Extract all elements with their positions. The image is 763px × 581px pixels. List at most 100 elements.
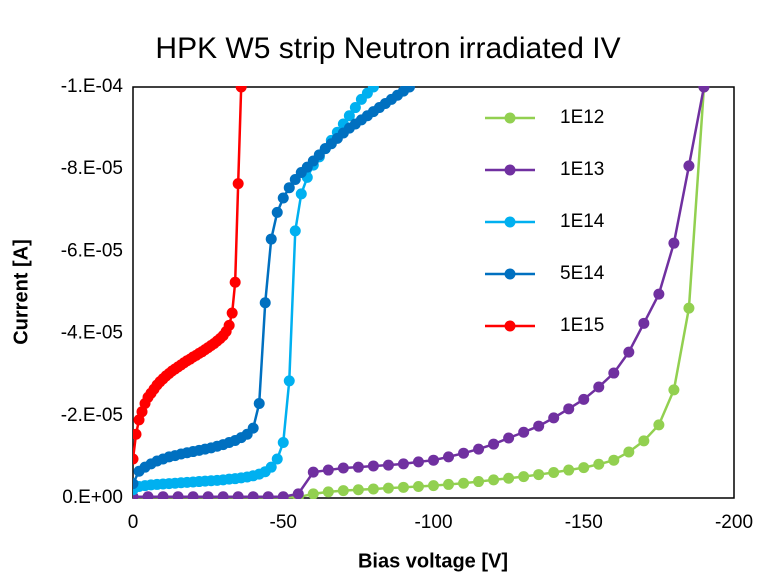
legend-marker [504,216,516,228]
data-point [503,472,515,484]
legend-marker [504,164,516,176]
data-point [283,375,295,387]
data-point [428,454,439,466]
data-point [473,443,485,455]
plot-frame [132,86,735,499]
data-point [307,488,319,499]
legend-marker [504,268,516,280]
data-point [202,491,214,499]
data-point [217,491,229,499]
data-point [548,412,560,424]
data-point [157,491,169,499]
data-point [133,453,139,465]
data-point [397,458,409,470]
data-point [698,86,710,93]
data-point [271,206,283,218]
data-point [443,451,455,463]
x-tick-label: -200 [715,512,753,533]
data-point [295,188,307,200]
data-point [593,381,605,393]
data-point [349,102,361,114]
data-point [623,446,635,458]
data-point [277,437,289,449]
data-point [458,477,470,489]
legend-marker [504,112,516,124]
data-point [403,86,415,93]
data-point [458,447,470,459]
data-point [638,317,650,329]
y-axis-label: Current [A] [10,239,32,345]
data-point [503,432,515,444]
data-point [683,160,695,172]
data-point [638,435,650,447]
x-axis-label: Bias voltage [V] [358,550,508,572]
data-point [668,237,680,249]
data-point [548,467,560,479]
data-point [337,462,349,474]
data-point [133,428,142,440]
data-point [578,393,590,405]
legend-label: 5E14 [560,263,605,284]
data-point [367,86,379,93]
data-point [262,491,274,499]
data-point [322,486,334,498]
y-tick-label: 0.E+00 [62,487,123,508]
data-point [172,491,184,499]
data-point [235,86,247,93]
data-point [247,491,259,499]
data-point [292,488,304,499]
data-point [232,178,244,190]
data-point [518,426,530,438]
data-point [608,367,620,379]
data-point [187,491,199,499]
x-tick-label: -50 [270,512,297,533]
data-point [142,491,154,499]
y-tick-label: -1.E-04 [61,76,124,97]
legend-label: 1E14 [560,211,605,232]
data-point [265,233,277,245]
y-tick-label: -6.E-05 [61,240,123,261]
data-point [578,462,590,474]
data-point [533,469,545,481]
data-point [247,422,259,434]
data-point [352,484,364,496]
data-point [283,182,295,194]
data-point [343,110,355,122]
legend-label: 1E15 [560,315,604,336]
data-point [367,483,379,495]
data-point [518,471,530,483]
data-point [412,456,424,468]
data-point [307,466,319,478]
data-point [259,297,271,309]
data-point [563,403,575,415]
data-point [337,485,349,497]
data-point [277,192,289,204]
legend-marker [504,320,516,332]
legend-label: 1E12 [560,107,604,128]
data-point [473,476,485,488]
data-point [277,491,289,499]
data-point [488,474,500,486]
data-point [133,478,139,490]
data-point [488,438,500,450]
data-point [397,481,409,493]
data-point [226,307,238,319]
data-point [563,464,575,476]
data-point [668,384,680,396]
x-tick-label: 0 [128,512,139,533]
y-tick-label: -2.E-05 [61,405,123,426]
data-point [683,302,695,314]
data-point [428,480,439,492]
data-point [322,464,334,476]
y-tick-label: -8.E-05 [61,158,123,179]
data-point [653,288,665,300]
data-point [382,459,394,471]
data-point [623,346,635,358]
y-tick-label: -4.E-05 [61,323,123,344]
x-tick-label: -100 [414,512,452,533]
series-layer [133,86,710,499]
data-point [265,461,277,473]
data-point [352,461,364,473]
data-point [443,478,455,490]
